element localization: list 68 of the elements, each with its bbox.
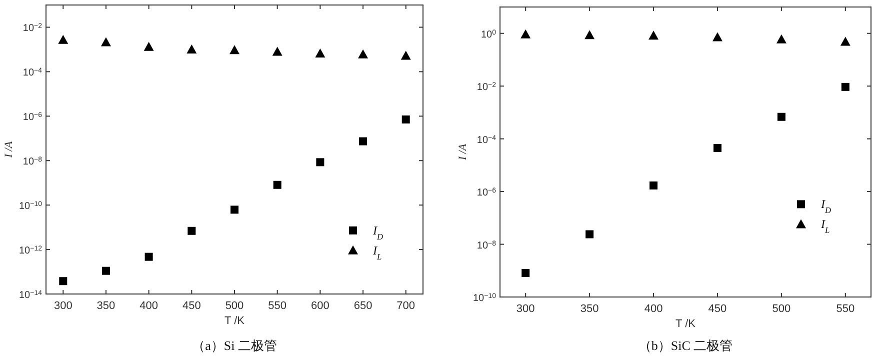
- point: [186, 44, 197, 54]
- point: [712, 32, 722, 42]
- y-tick-label: 10$^{−8}$: [476, 240, 496, 252]
- point: [358, 49, 368, 58]
- y-tick-label: 10$^{−6}$: [22, 112, 42, 124]
- point: [188, 226, 196, 235]
- x-tick-label: 350: [96, 300, 116, 312]
- point: [840, 36, 850, 46]
- y-tick-label: 10$^{−6}$: [476, 187, 496, 199]
- point: [584, 30, 595, 40]
- y-tick-label: 10$^{−10}$: [473, 292, 496, 304]
- x-tick-label: 700: [396, 300, 416, 312]
- point: [400, 50, 411, 60]
- point: [650, 181, 658, 190]
- x-tick-label: 550: [268, 300, 287, 312]
- x-axis-title: T /K: [224, 315, 246, 327]
- point: [713, 144, 722, 152]
- y-tick-label: 10$^{−8}$: [22, 156, 42, 168]
- point: [776, 34, 786, 44]
- point: [100, 37, 111, 46]
- point: [102, 266, 110, 275]
- x-tick-label: 500: [225, 300, 244, 312]
- y-tick-label: 10$^{−4}$: [22, 67, 42, 79]
- x-tick-label: 300: [54, 300, 72, 312]
- point: [316, 158, 324, 166]
- y-tick-label: 10$^{−4}$: [476, 134, 496, 146]
- x-tick-label: 650: [354, 300, 372, 312]
- y-tick-label: 10$^{−2}$: [22, 22, 42, 34]
- point: [315, 48, 326, 58]
- legend-label: I$_{D}$: [372, 223, 384, 241]
- x-tick-label: 400: [140, 300, 158, 312]
- x-tick-label: 350: [580, 303, 599, 315]
- x-axis-title: T /K: [676, 318, 696, 330]
- point: [841, 82, 850, 91]
- legend-label: I$_{D}$: [820, 197, 832, 215]
- point: [402, 115, 410, 124]
- y-axis-title: I /A: [457, 144, 469, 162]
- point: [272, 46, 282, 56]
- y-axis-title: I /A: [3, 141, 15, 159]
- x-tick-label: 450: [182, 300, 201, 312]
- x-tick-label: 400: [644, 303, 663, 315]
- point: [144, 42, 154, 51]
- y-tick-label: 10$^{−10}$: [19, 200, 42, 212]
- point: [59, 277, 68, 286]
- x-tick-label: 450: [708, 303, 727, 315]
- point: [359, 137, 368, 146]
- y-tick-label: 10$^{−2}$: [476, 82, 496, 94]
- x-tick-label: 300: [516, 303, 535, 315]
- y-tick-label: 10$^{−12}$: [19, 245, 42, 257]
- point: [648, 30, 659, 40]
- x-tick-label: 600: [311, 300, 330, 312]
- text: （b）SiC 二极管: [638, 338, 733, 353]
- legend-label: I$_{L}$: [372, 243, 382, 261]
- x-tick-label: 500: [772, 303, 791, 315]
- point: [273, 180, 282, 189]
- point: [522, 269, 530, 278]
- point: [230, 206, 238, 214]
- x-tick-label: 550: [836, 303, 855, 315]
- point: [520, 29, 531, 38]
- legend-label: I$_{L}$: [820, 217, 830, 235]
- point: [586, 230, 594, 238]
- y-tick-label: 10$^{−14}$: [19, 290, 42, 301]
- point: [230, 45, 240, 54]
- point: [58, 34, 68, 44]
- y-tick-label: 10$^{0}$: [480, 28, 496, 40]
- point: [777, 112, 786, 121]
- text: （a）Si 二极管: [192, 338, 277, 353]
- point: [144, 252, 153, 261]
